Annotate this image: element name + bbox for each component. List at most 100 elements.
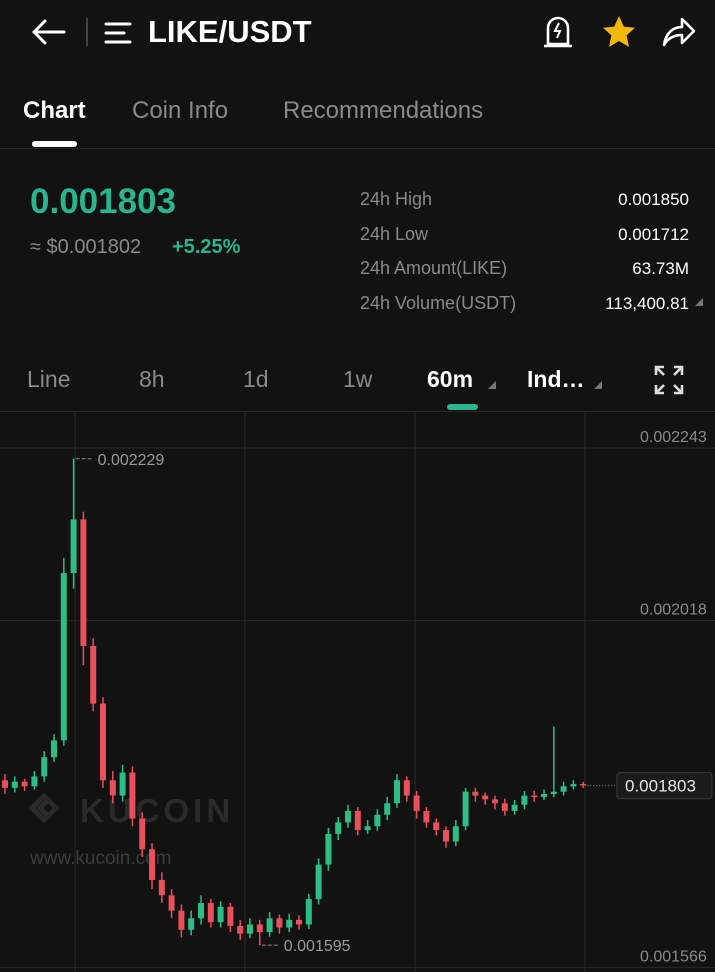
candle-body [550, 791, 557, 795]
candle-body [462, 791, 469, 827]
candle-body [207, 902, 214, 923]
interval[interactable]: 8h [139, 366, 165, 392]
candle-body [158, 879, 165, 896]
interval[interactable]: 1w [343, 366, 373, 392]
dropdown-icon [695, 298, 703, 306]
back-button[interactable] [28, 16, 68, 48]
interval[interactable]: 60m [427, 366, 474, 392]
candle-body [247, 924, 253, 934]
candle-body [60, 573, 67, 741]
watermark-brand: KUCOIN [80, 792, 234, 829]
candle-body [266, 918, 273, 933]
current-price-box [616, 772, 713, 800]
stat-value: 63.73M [632, 259, 689, 278]
candle-body [119, 772, 126, 796]
candle-body [580, 784, 587, 786]
stat-value: 0.001712 [618, 225, 689, 244]
candle-body [286, 919, 293, 928]
stat-label: 24h Amount(LIKE) [360, 258, 508, 278]
candle-body [443, 830, 449, 842]
tab-indicator [32, 141, 77, 147]
max-label: 0.002229 [98, 452, 165, 469]
stat-label: 24h Low [360, 224, 429, 244]
interval-indicator [447, 404, 478, 410]
dropdown-icon [488, 381, 496, 389]
price-change: +5.25% [172, 236, 241, 258]
candle-body [423, 810, 430, 823]
candle-body [90, 645, 97, 704]
dropdown-icon [594, 381, 602, 389]
candle-body [335, 822, 342, 834]
candle-body [501, 803, 508, 811]
watermark-logo [28, 792, 60, 824]
candle-body [492, 799, 498, 804]
candle-body [31, 776, 38, 787]
tab[interactable]: Chart [23, 97, 86, 124]
divider [0, 148, 715, 149]
candle-body [374, 814, 381, 827]
min-label: 0.001595 [284, 938, 351, 955]
divider [0, 411, 715, 412]
candle-body [394, 780, 400, 804]
candle-body [296, 919, 302, 925]
candle-body [70, 519, 77, 574]
stat-value: 113,400.81 [605, 294, 689, 313]
alert-icon[interactable] [542, 14, 574, 50]
candle-body [433, 822, 440, 831]
candle-body [325, 833, 332, 865]
watermark-url: www.kucoin.com [29, 848, 172, 869]
candle-body [315, 864, 322, 900]
share-icon[interactable] [660, 14, 698, 50]
favorite-icon[interactable] [600, 14, 638, 50]
candle-body [80, 519, 87, 646]
candle-body [100, 703, 106, 781]
candle-body [560, 786, 567, 792]
candle-body [178, 910, 185, 930]
candle-body [198, 902, 204, 919]
candle-body [129, 772, 136, 819]
candle-body [139, 818, 146, 850]
last-price: 0.001803 [30, 182, 176, 221]
candle-body [305, 899, 312, 925]
stat-label: 24h Volume(USDT) [360, 293, 517, 313]
interval[interactable]: Line [27, 366, 71, 392]
candle-body [188, 918, 195, 930]
candle-body [227, 906, 234, 926]
candle-body [541, 794, 547, 798]
candle-body [482, 795, 489, 800]
y-tick-label: 0.002243 [640, 429, 707, 446]
tab[interactable]: Recommendations [283, 97, 484, 124]
candle-body [511, 804, 518, 811]
candle-body [276, 918, 283, 928]
candlestick-chart: KUCOIN www.kucoin.com 0.002243 0.002018 0.… [0, 412, 715, 972]
y-tick-label: 0.001566 [640, 948, 707, 965]
candle-body [345, 810, 351, 823]
pair-title: LIKE/USDT [148, 14, 312, 49]
fullscreen-icon[interactable] [654, 365, 684, 395]
interval[interactable]: 1d [243, 366, 269, 392]
menu-icon[interactable] [104, 20, 134, 46]
candle-body [403, 780, 410, 796]
candle-body [354, 810, 361, 831]
candle-body [21, 781, 28, 787]
candle-body [570, 784, 577, 787]
candle-body [531, 795, 538, 798]
current-price-label: 0.001803 [625, 777, 696, 796]
candle-body [168, 895, 175, 911]
candle-body [237, 925, 244, 934]
candle-body [364, 826, 371, 831]
candle-body [41, 757, 48, 777]
indicator-menu[interactable]: Ind… [527, 366, 585, 392]
divider [86, 18, 88, 46]
candle-body [452, 826, 459, 842]
candle-body [51, 740, 57, 758]
fiat-price: ≈ $0.001802 [30, 236, 142, 258]
candle-body [109, 780, 116, 796]
candle-body [413, 795, 420, 811]
candle-body [149, 849, 155, 880]
candle-body [256, 924, 263, 933]
stat-value: 0.001850 [618, 190, 689, 209]
tab[interactable]: Coin Info [132, 97, 229, 124]
y-tick-label: 0.002018 [640, 602, 707, 619]
